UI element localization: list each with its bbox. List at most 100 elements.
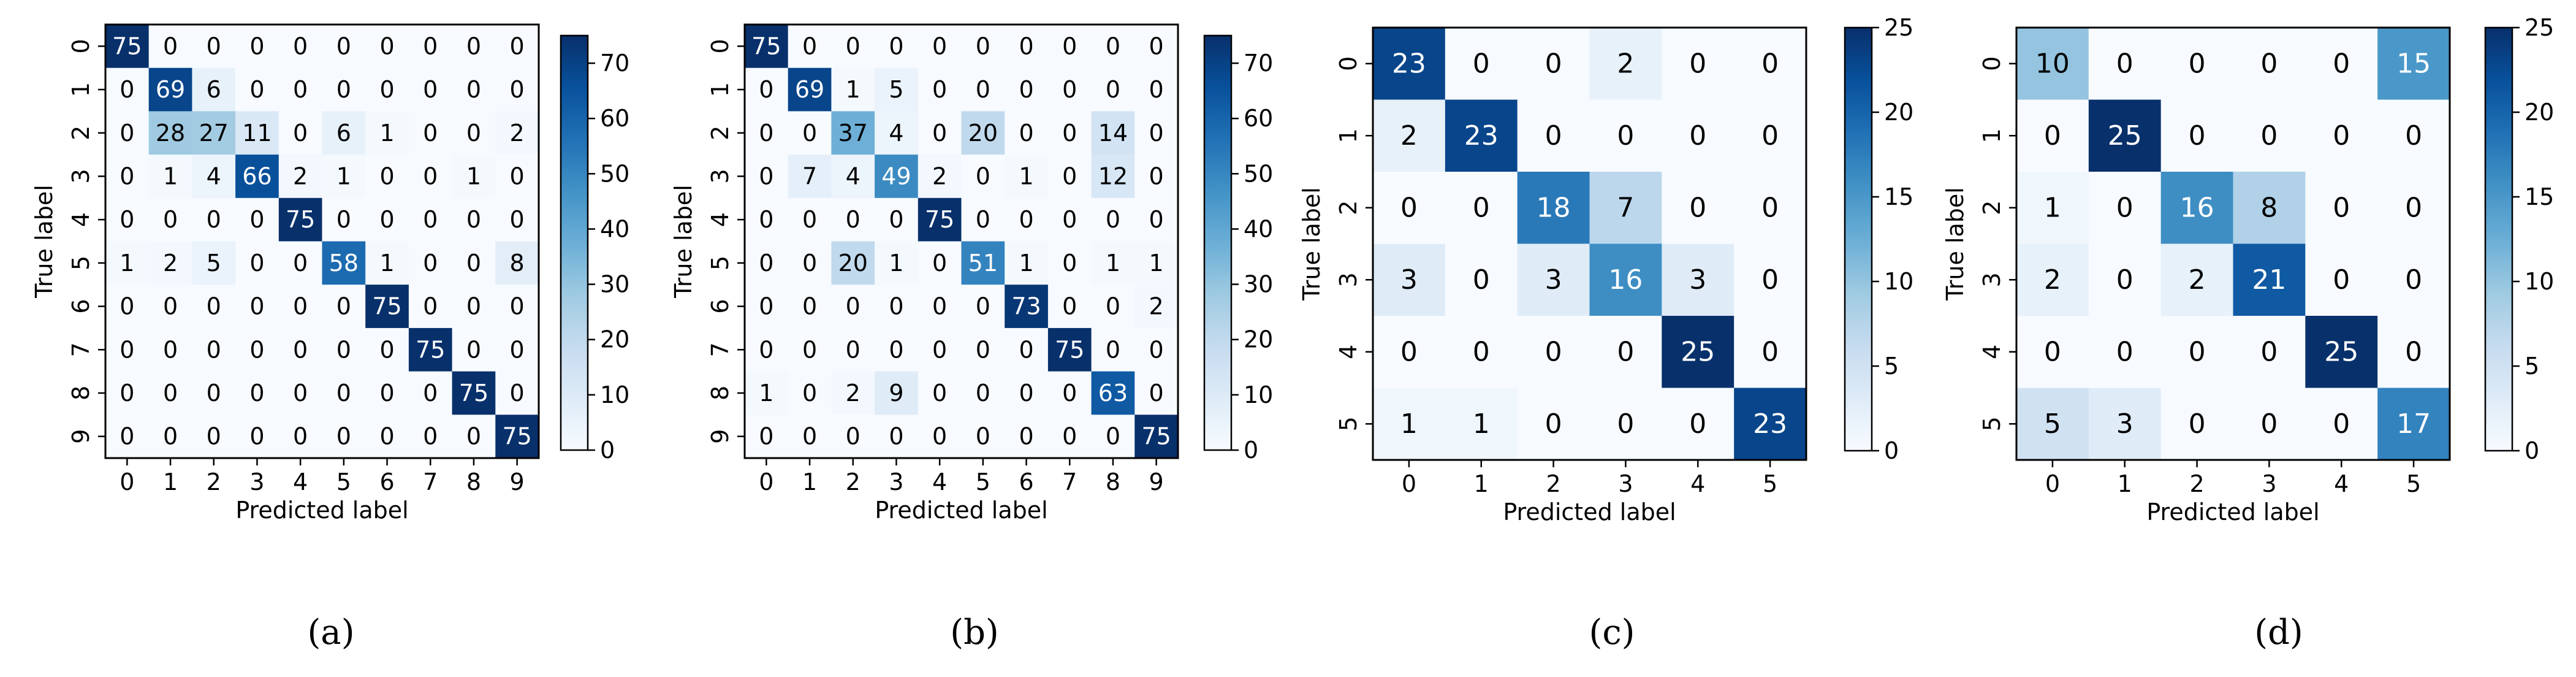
heatmap-cell	[408, 415, 453, 459]
cell-value-label: 0	[1149, 380, 1164, 407]
heatmap-cell	[495, 67, 539, 112]
y-tick-label: 2	[1978, 201, 2005, 215]
heatmap-cell	[831, 371, 875, 415]
cell-value-label: 0	[1149, 33, 1164, 59]
cell-value-label: 0	[423, 293, 438, 320]
cell-value-label: 0	[466, 423, 481, 450]
y-tick-label: 9	[707, 429, 734, 444]
cell-value-label: 0	[1617, 336, 1634, 367]
cell-value-label: 0	[466, 336, 481, 363]
cell-value-label: 0	[759, 293, 773, 320]
cell-value-label: 0	[120, 76, 134, 103]
cell-value-label: 1	[120, 250, 134, 277]
heatmap-cell	[2233, 172, 2306, 244]
heatmap-cell	[1005, 67, 1049, 112]
colorbar-tick-label: 50	[1244, 160, 1273, 187]
heatmap-cell	[745, 197, 789, 242]
colorbar-tick-label: 40	[600, 215, 629, 242]
cell-value-label: 27	[199, 120, 229, 147]
heatmap-cell	[788, 241, 832, 285]
cell-value-label: 10	[2035, 48, 2070, 79]
cell-value-label: 0	[1019, 206, 1033, 233]
heatmap-cell	[1134, 285, 1179, 329]
heatmap-cell	[322, 241, 366, 285]
heatmap-cell	[961, 67, 1005, 112]
x-tick-label: 8	[1106, 469, 1120, 495]
cell-value-label: 14	[1098, 120, 1128, 147]
heatmap-cell	[918, 111, 962, 155]
cell-value-label: 0	[120, 120, 134, 147]
heatmap-cell	[918, 371, 962, 415]
heatmap-cell	[105, 285, 150, 329]
cell-value-label: 0	[1473, 192, 1490, 223]
heatmap-cell	[1134, 241, 1179, 285]
heatmap-cell	[322, 285, 366, 329]
cell-value-label: 25	[2108, 120, 2142, 151]
cell-value-label: 0	[2260, 48, 2278, 79]
cell-value-label: 0	[293, 250, 308, 277]
heatmap-cell	[2160, 99, 2233, 172]
cell-value-label: 0	[1019, 33, 1033, 59]
cell-value-label: 0	[889, 206, 903, 233]
heatmap-cell	[1091, 197, 1135, 242]
heatmap-cell	[1662, 99, 1734, 172]
matrix-frame	[743, 23, 1179, 459]
colorbar-gradient	[1844, 26, 1873, 452]
heatmap-cell	[1734, 388, 1807, 461]
cell-value-label: 0	[2116, 264, 2133, 296]
heatmap-cell	[1662, 243, 1734, 316]
heatmap-cell	[1373, 243, 1446, 316]
heatmap-cell	[1047, 25, 1092, 69]
y-tick-label: 1	[1978, 128, 2005, 143]
cell-value-label: 69	[795, 76, 824, 103]
heatmap-cell	[918, 241, 962, 285]
cell-value-label: 0	[1761, 336, 1779, 367]
cell-value-label: 0	[2116, 48, 2133, 79]
cell-value-label: 0	[1473, 336, 1490, 367]
colorbar-tick-label: 5	[2525, 353, 2539, 380]
heatmap-cell	[495, 327, 539, 372]
heatmap-cell	[278, 111, 322, 155]
x-tick-label: 2	[846, 469, 861, 495]
heatmap-cell	[365, 25, 409, 69]
y-tick-label: 2	[67, 126, 94, 140]
heatmap-cell	[192, 285, 236, 329]
cell-value-label: 0	[207, 293, 221, 320]
heatmap-cell	[2016, 243, 2089, 316]
heatmap-cell	[1047, 415, 1092, 459]
cell-value-label: 1	[1106, 250, 1120, 277]
y-tick-label: 5	[1335, 416, 1362, 431]
cell-value-label: 16	[2180, 192, 2214, 223]
heatmap-cell	[2088, 99, 2162, 172]
heatmap-cell	[745, 371, 789, 415]
colorbar-tick-label: 0	[600, 437, 615, 464]
heatmap-cell	[1589, 243, 1662, 316]
y-tick-label: 6	[67, 299, 94, 313]
cell-value-label: 0	[510, 206, 525, 233]
heatmap-cell	[1005, 241, 1049, 285]
cell-value-label: 0	[336, 293, 351, 320]
cell-value-label: 75	[1055, 336, 1084, 363]
heatmap-cell	[918, 197, 962, 242]
heatmap-cell	[495, 415, 539, 459]
heatmap-cell	[148, 285, 192, 329]
cell-value-label: 0	[510, 336, 525, 363]
cell-value-label: 0	[423, 163, 438, 189]
cell-value-label: 0	[1545, 120, 1562, 151]
x-tick-label: 0	[120, 469, 134, 495]
heatmap-cell	[831, 285, 875, 329]
heatmap-cell	[235, 25, 279, 69]
cell-value-label: 0	[249, 380, 264, 407]
cell-value-label: 0	[932, 33, 947, 59]
cell-value-label: 0	[1062, 33, 1077, 59]
cell-value-label: 49	[881, 163, 911, 189]
heatmap-cell	[1134, 415, 1179, 459]
cell-value-label: 4	[889, 120, 903, 147]
heatmap-cell	[875, 25, 919, 69]
heatmap-cell	[235, 197, 279, 242]
heatmap-cell	[322, 67, 366, 112]
cell-value-label: 4	[207, 163, 221, 189]
cell-value-label: 0	[2116, 192, 2133, 223]
heatmap-cell	[235, 155, 279, 199]
cell-value-label: 0	[163, 423, 178, 450]
